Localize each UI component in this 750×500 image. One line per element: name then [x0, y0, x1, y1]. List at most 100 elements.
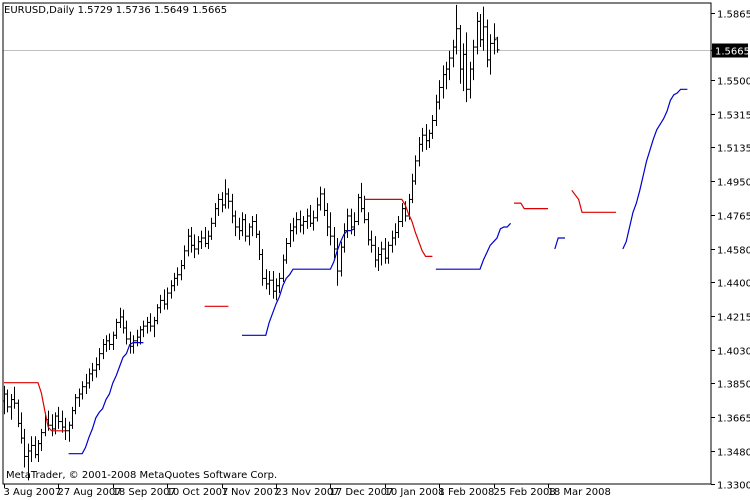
ohlc-bar	[80, 381, 85, 400]
ohlc-bar	[158, 294, 163, 314]
ohlc-bar	[250, 215, 255, 237]
stop-line-up	[68, 342, 144, 455]
stop-line-down	[4, 382, 66, 432]
ohlc-bar	[148, 313, 153, 332]
stop-line-down	[514, 202, 548, 210]
ohlc-bar	[294, 212, 299, 235]
ohlc-bar	[124, 320, 129, 345]
ohlc-bar	[495, 36, 500, 53]
ohlc-bar	[447, 50, 452, 81]
ohlc-bar	[226, 188, 231, 209]
ohlc-bar	[362, 195, 367, 224]
ohlc-bar	[131, 335, 136, 354]
copyright-text: MetaTrader, © 2001-2008 MetaQuotes Softw…	[6, 470, 277, 481]
price-tick-label: 1.3480	[717, 448, 750, 459]
ohlc-bar	[216, 193, 221, 216]
ohlc-bar	[182, 245, 187, 270]
ohlc-bar	[199, 230, 204, 250]
ohlc-bars-layer	[2, 4, 500, 481]
price-tick-label: 1.4030	[717, 347, 750, 358]
ohlc-bar	[73, 394, 78, 415]
date-tick-label: 1 Feb 2008	[439, 487, 495, 498]
ohlc-bar	[335, 237, 340, 286]
stop-line-down	[571, 189, 616, 213]
ohlc-bar	[209, 217, 214, 240]
ohlc-bar	[260, 249, 265, 286]
price-tick-label: 1.4765	[717, 212, 750, 223]
price-tick-label: 1.5865	[717, 10, 750, 21]
stop-line-up	[435, 222, 512, 270]
date-tick-label: 10 Jan 2008	[385, 487, 445, 498]
price-tick-label: 1.4580	[717, 246, 750, 257]
ohlc-bar	[56, 406, 61, 429]
date-tick-label: 10 Oct 2007	[167, 487, 229, 498]
ohlc-bar	[369, 230, 374, 253]
price-tick-label: 1.5135	[717, 144, 750, 155]
price-tick-label: 1.3665	[717, 414, 750, 425]
ohlc-bar	[114, 318, 119, 339]
current-price-tag-label: 1.5665	[715, 47, 750, 58]
ohlc-bar	[301, 215, 306, 235]
ohlc-bar	[63, 417, 68, 440]
price-tick-label: 1.4400	[717, 279, 750, 290]
ohlc-bar	[192, 234, 197, 259]
stop-lines-layer	[4, 88, 688, 455]
ohlc-bar	[481, 6, 486, 51]
ohlc-bar	[22, 428, 27, 468]
price-tick-label: 1.5315	[717, 111, 750, 122]
ohlc-bar	[141, 320, 146, 338]
ohlc-bar	[420, 127, 425, 152]
ohlc-bar	[311, 210, 316, 231]
ohlc-bar	[352, 212, 357, 237]
price-tick-label: 1.4950	[717, 178, 750, 189]
date-tick-label: 27 Aug 2007	[58, 487, 122, 498]
ohlc-bar	[243, 214, 248, 242]
ohlc-bar	[488, 34, 493, 75]
ohlc-bar	[471, 39, 476, 81]
ohlc-bar	[29, 436, 34, 462]
current-price-tag	[712, 43, 748, 58]
ohlc-bar	[90, 362, 95, 382]
ohlc-bar	[430, 114, 435, 139]
stop-line-up	[622, 88, 688, 250]
ohlc-bar	[107, 333, 112, 350]
ohlc-bar	[97, 348, 102, 371]
ohlc-bar	[437, 80, 442, 110]
date-tick-label: 18 Sep 2007	[113, 487, 176, 498]
ohlc-bar	[39, 428, 44, 451]
ohlc-bar	[12, 386, 17, 409]
ohlc-bar	[413, 155, 418, 185]
stop-line-up	[554, 237, 565, 250]
price-tick-label: 1.4215	[717, 313, 750, 324]
ohlc-bar	[165, 287, 170, 310]
ohlc-bar	[277, 272, 282, 294]
ohlc-bar	[396, 215, 401, 238]
ohlc-bar	[233, 210, 238, 237]
date-tick-label: 17 Dec 2007	[330, 487, 394, 498]
date-tick-label: 25 Feb 2008	[494, 487, 556, 498]
stop-line-up	[242, 228, 355, 336]
ohlc-bar	[5, 389, 10, 413]
stop-line-down	[364, 198, 433, 257]
date-tick-label: 18 Mar 2008	[548, 487, 611, 498]
date-tick-label: 23 Nov 2007	[276, 487, 340, 498]
ohlc-bar	[492, 23, 497, 55]
ohlc-bar	[328, 212, 333, 246]
ohlc-bar	[386, 241, 391, 264]
chart-title: EURUSD,Daily 1.5729 1.5736 1.5649 1.5665	[4, 5, 227, 16]
ohlc-bar	[175, 267, 180, 286]
price-tick-label: 1.3300	[717, 481, 750, 492]
plot-frame	[2, 2, 712, 485]
ohlc-bar	[454, 4, 459, 55]
ohlc-bar	[284, 237, 289, 264]
ohlc-bar	[464, 32, 469, 103]
ohlc-bar	[267, 271, 272, 295]
price-tick-label: 1.3850	[717, 380, 750, 391]
date-tick-label: 3 Aug 2007	[4, 487, 62, 498]
price-tick-label: 1.5500	[717, 77, 750, 88]
ohlc-bar	[379, 241, 384, 266]
date-tick-label: 1 Nov 2007	[222, 487, 280, 498]
ohlc-bar	[318, 186, 323, 211]
